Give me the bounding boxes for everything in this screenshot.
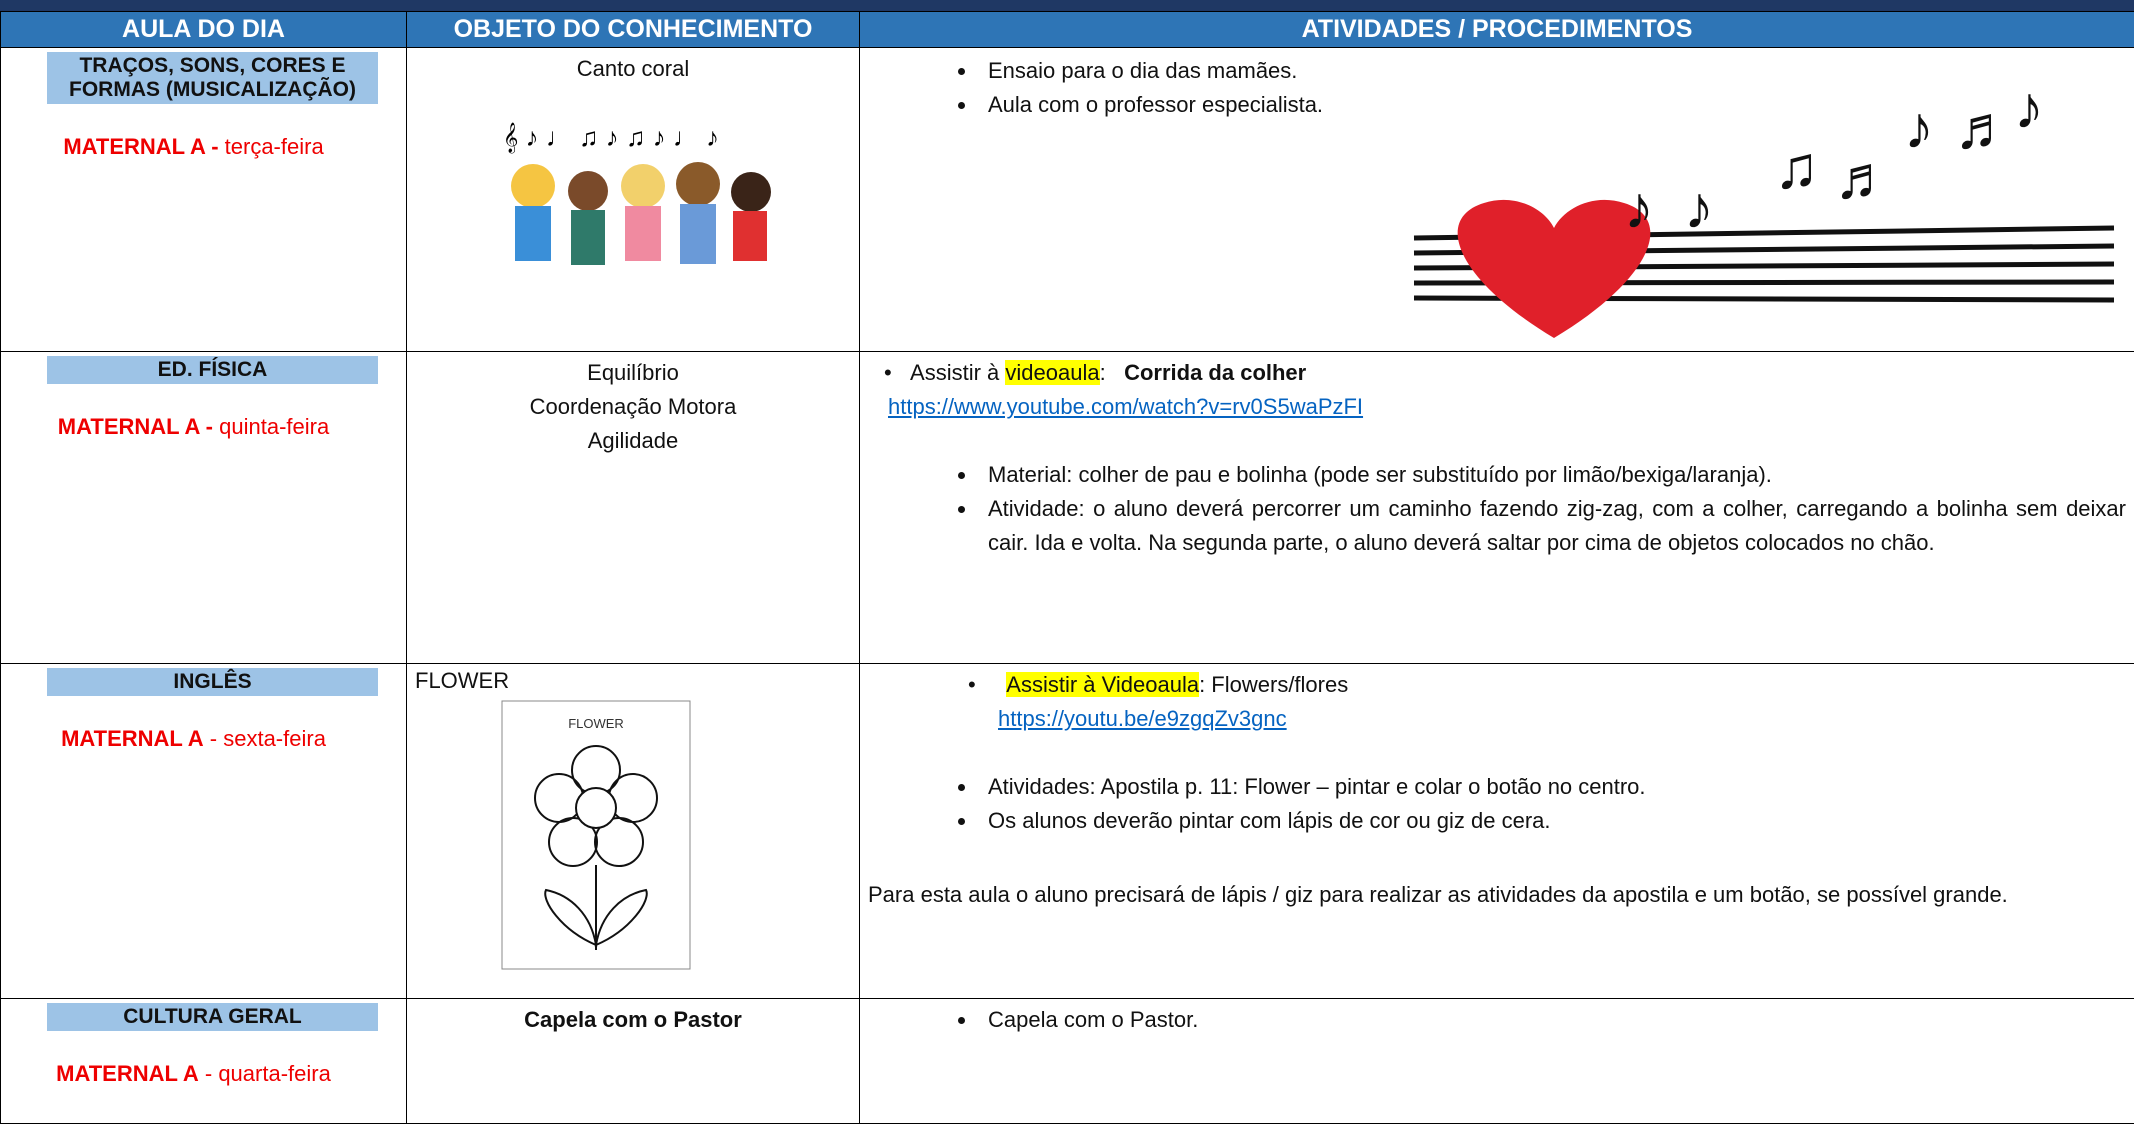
object: Canto coral <box>415 52 851 86</box>
class-day: MATERNAL A - sexta-feira <box>9 726 378 752</box>
class-day: MATERNAL A - terça-feira <box>9 134 378 160</box>
intro-text: : Flowers/flores <box>1199 672 1348 697</box>
image-label: FLOWER <box>568 716 624 731</box>
svg-text:♪: ♪ <box>1684 174 1714 241</box>
activity: Os alunos deverão pintar com lápis de co… <box>978 804 2126 838</box>
subject: INGLÊS <box>47 668 378 696</box>
svg-text:♪: ♪ <box>1904 94 1934 161</box>
intro: • Assistir à Videoaula: Flowers/flores <box>868 668 2126 702</box>
activity: Ensaio para o dia das mamães. <box>978 54 2126 88</box>
highlight: videoaula <box>1005 360 1099 385</box>
subject: ED. FÍSICA <box>47 356 378 384</box>
column-header: ATIVIDADES / PROCEDIMENTOS <box>860 12 2134 48</box>
object: FLOWER <box>415 668 851 694</box>
activity: Material: colher de pau e bolinha (pode … <box>978 458 2126 492</box>
children <box>511 162 771 265</box>
class: MATERNAL A - <box>63 134 218 159</box>
svg-text:♪: ♪ <box>2014 88 2044 141</box>
video-link[interactable]: https://youtu.be/e9zgqZv3gnc <box>998 706 1287 731</box>
svg-text:♫: ♫ <box>1774 134 1819 201</box>
activity: Atividades: Apostila p. 11: Flower – pin… <box>978 770 2126 804</box>
day: - sexta-feira <box>210 726 326 751</box>
intro-text: Assistir à <box>910 360 999 385</box>
class: MATERNAL A - <box>58 414 213 439</box>
day: quinta-feira <box>219 414 329 439</box>
video-link[interactable]: https://www.youtube.com/watch?v=rv0S5waP… <box>888 394 1363 419</box>
object: Equilíbrio <box>415 356 851 390</box>
day: terça-feira <box>225 134 324 159</box>
svg-text:♬: ♬ <box>1954 94 2014 161</box>
column-header: OBJETO DO CONHECIMENTO <box>407 12 860 48</box>
class: MATERNAL A <box>56 1061 199 1086</box>
subject: CULTURA GERAL <box>47 1003 378 1031</box>
flower-image: FLOWER <box>501 700 691 970</box>
heart-music-image: ♪♪♫♬♪♬♪ <box>1394 88 2124 338</box>
note: Para esta aula o aluno precisará de lápi… <box>868 878 2126 912</box>
class-day: MATERNAL A - quarta-feira <box>9 1061 378 1087</box>
svg-text:♪: ♪ <box>1624 174 1654 241</box>
choir-image: 𝄞 ♪ ♩ ♫ ♪ ♫ ♪ ♩ ♪ <box>483 106 783 296</box>
subject: TRAÇOS, SONS, CORES E FORMAS (MUSICALIZA… <box>47 52 378 104</box>
object: Capela com o Pastor <box>524 1007 742 1032</box>
activity: Capela com o Pastor. <box>978 1003 2126 1037</box>
svg-text:♬: ♬ <box>1834 144 1894 211</box>
colon: : <box>1100 360 1106 385</box>
video-title: Corrida da colher <box>1124 360 1306 385</box>
day: - quarta-feira <box>205 1061 331 1086</box>
object: Agilidade <box>415 424 851 458</box>
column-header: AULA DO DIA <box>1 12 407 48</box>
class-day: MATERNAL A - quinta-feira <box>9 414 378 440</box>
highlight: Assistir à Videoaula <box>1006 672 1199 697</box>
music-notes: 𝄞 ♪ ♩ ♫ ♪ ♫ ♪ ♩ ♪ <box>503 122 719 154</box>
class: MATERNAL A <box>61 726 204 751</box>
intro: • Assistir à videoaula: Corrida da colhe… <box>868 356 2126 390</box>
lesson-table: AULA DO DIA OBJETO DO CONHECIMENTO ATIVI… <box>0 11 2134 1124</box>
activity: Atividade: o aluno deverá percorrer um c… <box>978 492 2126 560</box>
object: Coordenação Motora <box>415 390 851 424</box>
